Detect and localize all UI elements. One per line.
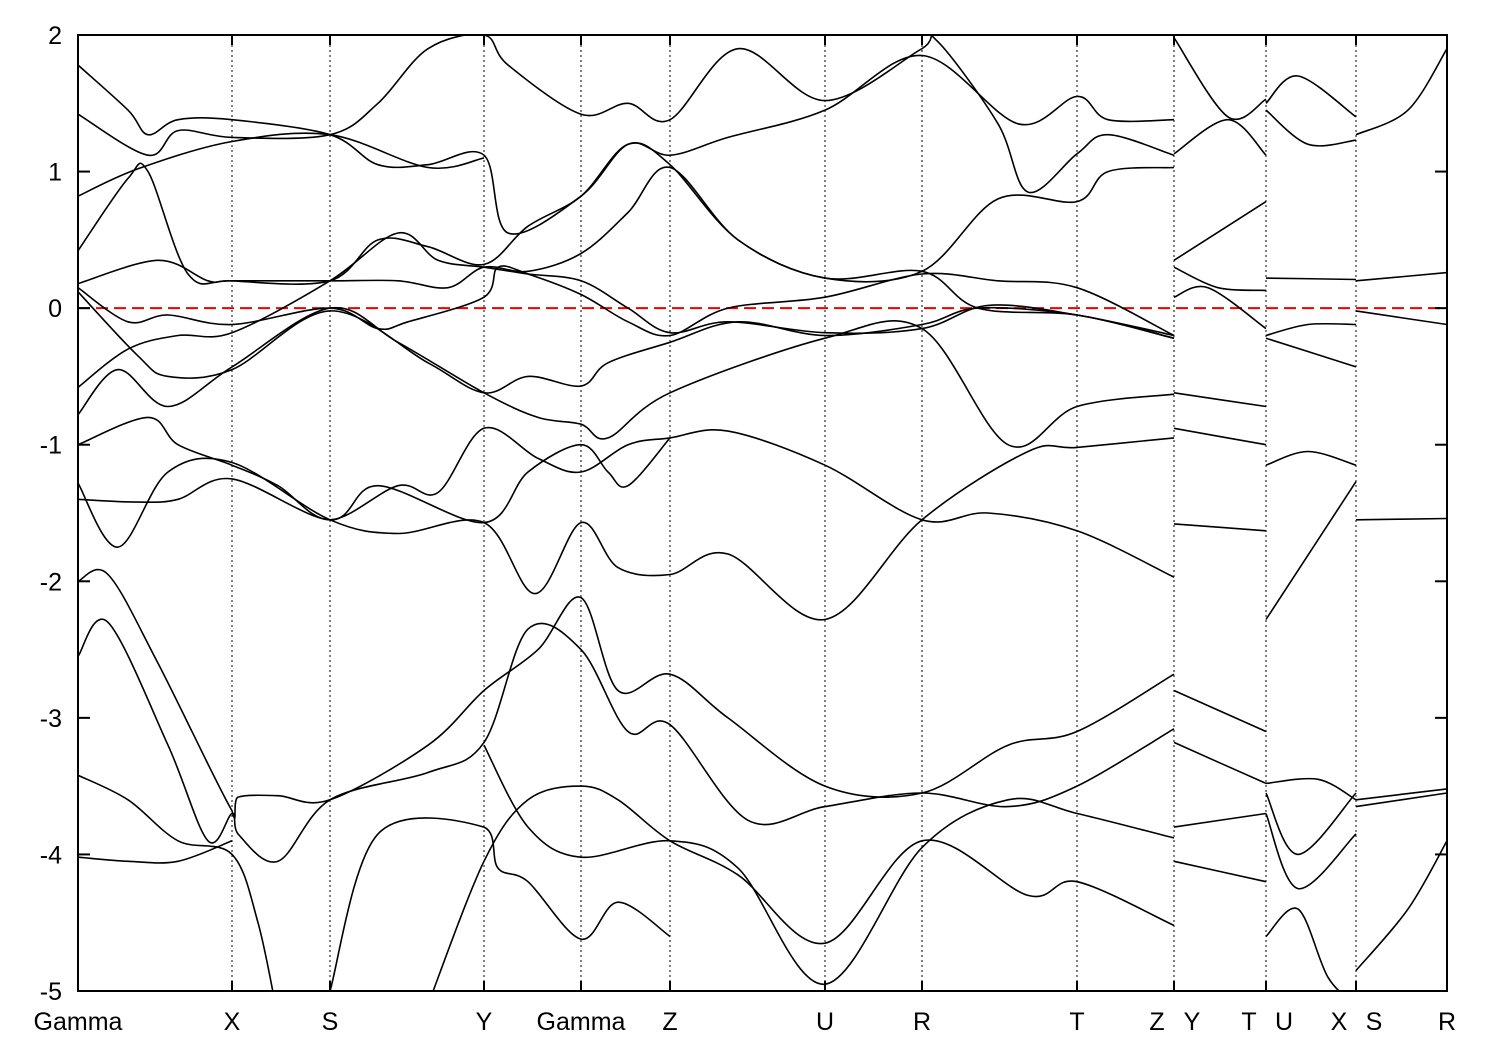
band-line (1173, 266, 1267, 292)
x-tick-label: X (224, 1008, 241, 1036)
band-line (1265, 792, 1357, 856)
band-line (78, 291, 1175, 394)
y-tick-label: -2 (40, 568, 62, 596)
x-tick-label: S (322, 1008, 339, 1036)
band-line (1173, 118, 1267, 156)
band-line (1265, 777, 1357, 801)
band-line (78, 840, 233, 864)
band-line (1265, 322, 1357, 337)
x-axis: Gamma X S Y Gamma Z U R T Z Y T U X S R (34, 35, 1456, 1036)
x-tick-label: Gamma (537, 1008, 626, 1036)
band-line (78, 265, 1175, 337)
x-tick-label: R (913, 1008, 931, 1036)
y-tick-label: -5 (40, 978, 62, 1006)
band-line (1355, 271, 1447, 282)
band-line (78, 774, 274, 991)
y-tick-label: -1 (40, 432, 62, 460)
x-tick-label: X (1331, 1008, 1348, 1036)
band-line (1265, 813, 1357, 890)
x-tick-label: Y (476, 1008, 493, 1036)
band-line (1265, 337, 1357, 368)
band-line (78, 232, 1175, 389)
band-line (1173, 523, 1267, 532)
band-line (1173, 427, 1267, 446)
band-line (78, 568, 1175, 820)
x-tick-label: U (816, 1008, 834, 1036)
x-tick-label: Z (1149, 1008, 1164, 1036)
y-tick-label: -3 (40, 705, 62, 733)
band-line (78, 437, 671, 524)
band-line (483, 744, 1175, 986)
x-tick-label: T (1069, 1008, 1084, 1036)
y-axis: 2 1 0 -1 -2 -3 -4 -5 (40, 22, 1447, 1006)
band-line (1265, 481, 1357, 620)
x-tick-label: Y (1184, 1008, 1201, 1036)
band-line (1173, 392, 1267, 408)
band-line (1355, 840, 1447, 972)
x-tick-label: Gamma (34, 1008, 123, 1036)
band-line (1355, 310, 1447, 326)
x-tick-label: T (1241, 1008, 1256, 1036)
y-tick-label: 2 (48, 22, 62, 50)
band-line (1173, 812, 1267, 828)
y-tick-label: -4 (40, 841, 62, 869)
band-line (1355, 48, 1447, 136)
band-line (1173, 741, 1267, 785)
band-line (1265, 277, 1357, 281)
x-tick-label: R (1438, 1008, 1456, 1036)
band-line (1265, 450, 1357, 466)
band-line (78, 166, 1175, 339)
band-line (1265, 109, 1357, 147)
kpoint-gridlines (231, 35, 1357, 991)
band-line (1265, 907, 1341, 991)
band-line (78, 142, 1175, 285)
band-line (1355, 792, 1447, 808)
band-line (78, 437, 1175, 621)
band-line (78, 35, 1175, 194)
y-tick-label: 0 (48, 295, 62, 323)
band-line (78, 306, 1175, 448)
band-line (78, 416, 1175, 578)
bands (78, 35, 1447, 991)
x-tick-label: U (1275, 1008, 1293, 1036)
x-tick-label: S (1366, 1008, 1383, 1036)
band-line (1355, 788, 1447, 801)
y-tick-label: 1 (48, 159, 62, 187)
band-line (329, 817, 671, 991)
band-line (432, 785, 1175, 991)
band-line (1173, 37, 1267, 121)
band-line (1173, 689, 1267, 733)
band-line (1173, 860, 1267, 883)
band-line (1355, 517, 1447, 521)
band-line (78, 618, 1175, 863)
x-tick-label: Z (662, 1008, 677, 1036)
band-line (1173, 200, 1267, 261)
band-line (1173, 285, 1267, 330)
plot-frame (77, 34, 1448, 992)
band-line (1265, 75, 1357, 118)
